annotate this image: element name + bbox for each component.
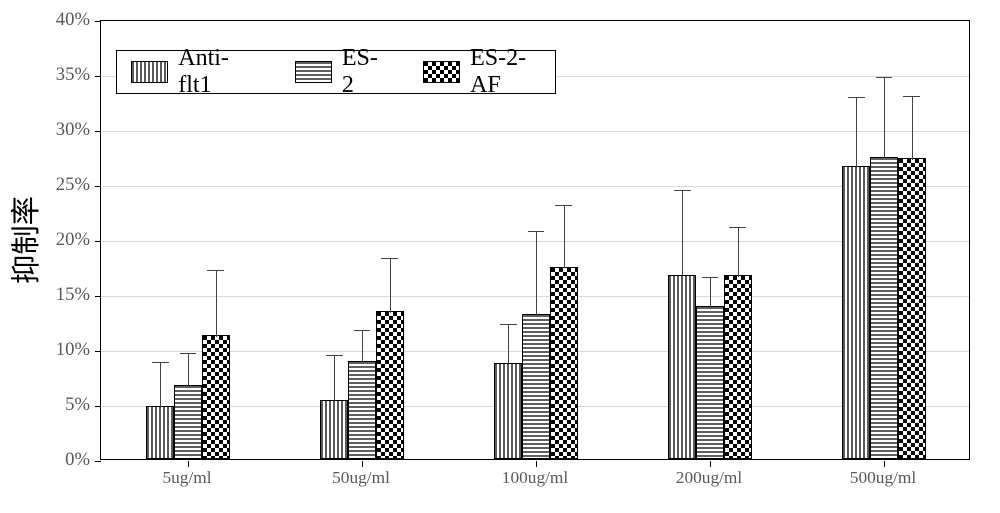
error-bar	[536, 231, 537, 316]
error-cap	[180, 353, 197, 354]
ytick-label: 15%	[50, 284, 90, 306]
bar	[320, 400, 348, 459]
ytick-label: 35%	[50, 64, 90, 86]
error-cap	[354, 330, 371, 331]
bar	[494, 363, 522, 459]
xtick-mark	[884, 461, 885, 467]
error-bar	[334, 355, 335, 401]
error-cap	[674, 190, 691, 191]
xtick-mark	[188, 461, 189, 467]
legend-item: ES-2	[295, 45, 389, 99]
legend: Anti-flt1ES-2ES-2-AF	[116, 50, 556, 94]
ytick-label: 25%	[50, 174, 90, 196]
ytick-mark	[95, 241, 101, 242]
xtick-mark	[710, 461, 711, 467]
bar	[348, 361, 376, 459]
error-bar	[508, 324, 509, 366]
ytick-mark	[95, 406, 101, 407]
legend-swatch	[423, 61, 460, 83]
error-bar	[912, 96, 913, 160]
y-axis-label: 抑制率	[3, 196, 45, 284]
error-bar	[856, 97, 857, 169]
legend-item: Anti-flt1	[131, 45, 261, 99]
error-cap	[500, 324, 517, 325]
error-bar	[160, 362, 161, 408]
bar	[202, 335, 230, 459]
ytick-label: 0%	[50, 449, 90, 471]
ytick-mark	[95, 296, 101, 297]
bar	[898, 158, 926, 459]
gridline	[101, 131, 969, 132]
legend-swatch	[295, 61, 332, 83]
error-bar	[362, 330, 363, 363]
legend-label: ES-2	[342, 45, 389, 99]
ytick-label: 30%	[50, 119, 90, 141]
ytick-label: 20%	[50, 229, 90, 251]
ytick-mark	[95, 186, 101, 187]
bar	[842, 166, 870, 459]
bar	[146, 406, 174, 459]
error-cap	[848, 97, 865, 98]
error-bar	[682, 190, 683, 277]
xtick-mark	[362, 461, 363, 467]
error-cap	[903, 96, 920, 97]
ytick-label: 10%	[50, 339, 90, 361]
xtick-label: 100ug/ml	[502, 468, 568, 488]
error-bar	[738, 227, 739, 278]
legend-label: ES-2-AF	[470, 45, 555, 99]
error-cap	[876, 77, 893, 78]
error-bar	[564, 205, 565, 269]
bar	[376, 311, 404, 460]
ytick-label: 5%	[50, 394, 90, 416]
error-bar	[390, 258, 391, 313]
xtick-label: 5ug/ml	[162, 468, 211, 488]
error-cap	[326, 355, 343, 356]
gridline	[101, 241, 969, 242]
error-cap	[207, 270, 224, 271]
ytick-mark	[95, 76, 101, 77]
error-cap	[152, 362, 169, 363]
ytick-label: 40%	[50, 9, 90, 31]
error-bar	[710, 277, 711, 308]
bar	[870, 157, 898, 460]
gridline	[101, 186, 969, 187]
legend-swatch	[131, 61, 168, 83]
ytick-mark	[95, 21, 101, 22]
bar	[550, 267, 578, 460]
bar	[522, 314, 550, 459]
error-cap	[381, 258, 398, 259]
error-bar	[188, 353, 189, 387]
error-cap	[555, 205, 572, 206]
legend-item: ES-2-AF	[423, 45, 555, 99]
ytick-mark	[95, 131, 101, 132]
ytick-mark	[95, 461, 101, 462]
ytick-mark	[95, 351, 101, 352]
error-bar	[884, 77, 885, 158]
legend-label: Anti-flt1	[178, 45, 260, 99]
error-cap	[528, 231, 545, 232]
bar	[174, 385, 202, 459]
error-bar	[216, 270, 217, 337]
error-cap	[702, 277, 719, 278]
xtick-label: 50ug/ml	[332, 468, 390, 488]
bar	[724, 275, 752, 459]
bar	[696, 306, 724, 459]
bar	[668, 275, 696, 459]
xtick-mark	[536, 461, 537, 467]
error-cap	[729, 227, 746, 228]
xtick-label: 200ug/ml	[676, 468, 742, 488]
gridline	[101, 296, 969, 297]
xtick-label: 500ug/ml	[850, 468, 916, 488]
